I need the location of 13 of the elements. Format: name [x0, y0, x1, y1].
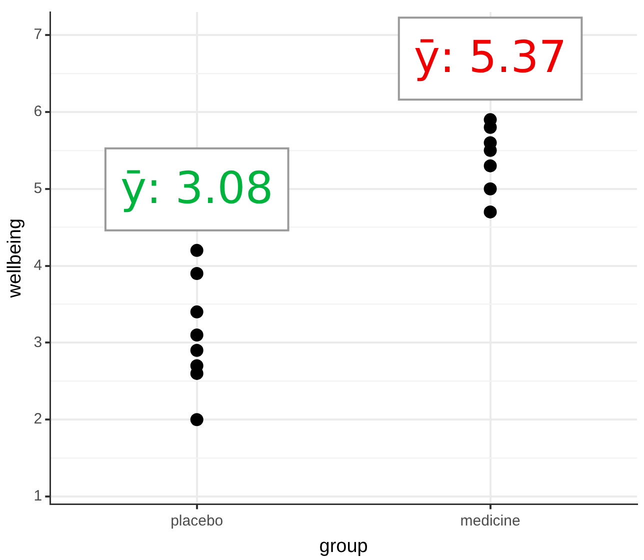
y-tick-label: 3: [34, 334, 42, 351]
y-tick-label: 1: [34, 488, 42, 505]
y-tick-label: 6: [34, 103, 42, 120]
x-tick-label: medicine: [460, 512, 520, 530]
y-tick-label: 7: [34, 26, 42, 44]
x-axis-title: group: [319, 536, 368, 557]
y-axis-title: wellbeing: [4, 218, 26, 299]
annotation: ȳ: 5.37: [414, 32, 567, 84]
y-tick-label: 5: [34, 180, 42, 198]
annotation: ȳ: 3.08: [120, 162, 274, 214]
y-tick-label: 2: [34, 410, 42, 428]
x-tick-label: placebo: [170, 512, 224, 530]
y-tick-label: 4: [34, 256, 42, 274]
